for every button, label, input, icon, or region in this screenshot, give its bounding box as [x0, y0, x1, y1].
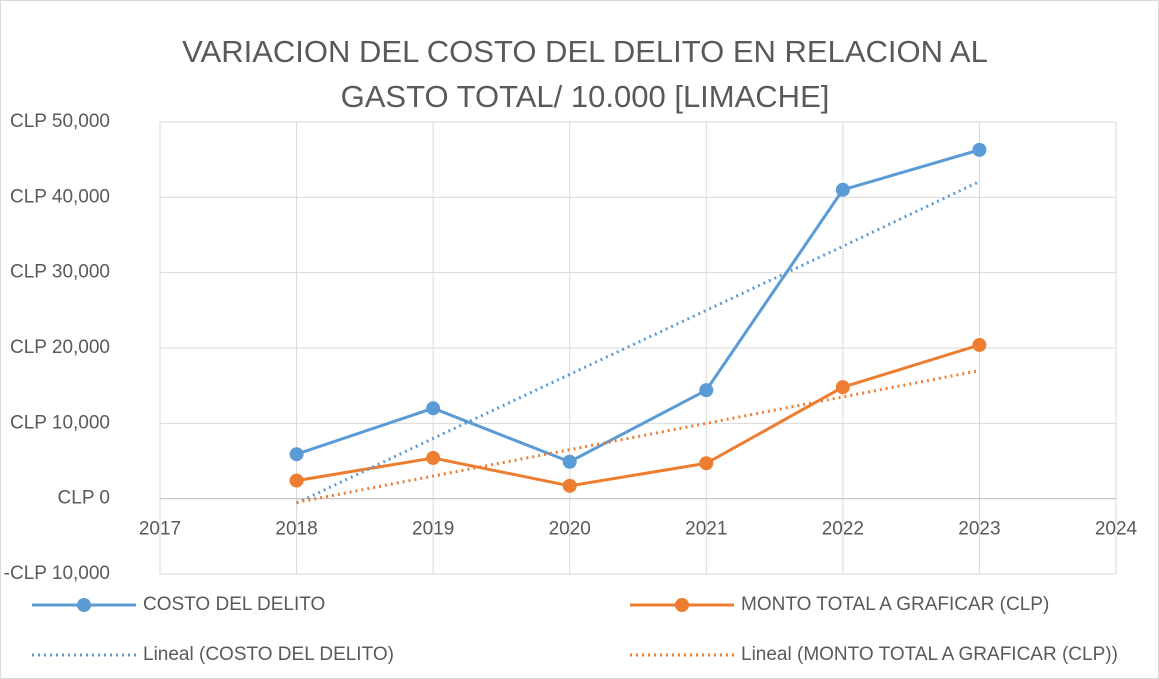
- y-tick-label: -CLP 10,000: [4, 563, 110, 584]
- data-point: [835, 380, 850, 395]
- data-point: [972, 337, 987, 352]
- x-tick-label: 2023: [958, 519, 1000, 540]
- data-point: [562, 454, 577, 469]
- data-point: [289, 447, 304, 462]
- x-tick-label: 2020: [549, 519, 591, 540]
- data-point: [835, 182, 850, 197]
- data-point: [972, 142, 987, 157]
- y-tick-label: CLP 50,000: [10, 111, 110, 132]
- series-line: [296, 343, 980, 488]
- y-tick-label: CLP 30,000: [10, 262, 110, 283]
- x-tick-label: 2017: [139, 519, 181, 540]
- data-point: [699, 383, 714, 398]
- legend-label: Lineal (MONTO TOTAL A GRAFICAR (CLP)): [741, 644, 1118, 665]
- y-tick-label: CLP 0: [58, 488, 110, 509]
- data-point: [289, 473, 304, 488]
- legend-label: MONTO TOTAL A GRAFICAR (CLP): [741, 594, 1049, 615]
- x-tick-label: 2022: [822, 519, 864, 540]
- legend-label: COSTO DEL DELITO: [143, 594, 325, 615]
- legend-marker: [675, 598, 689, 612]
- x-tick-label: 2018: [275, 519, 317, 540]
- trend-line: [296, 369, 980, 504]
- x-tick-label: 2021: [685, 519, 727, 540]
- y-tick-label: CLP 40,000: [10, 186, 110, 207]
- series-line: [296, 148, 980, 464]
- y-tick-label: CLP 20,000: [10, 337, 110, 358]
- data-point: [426, 450, 441, 465]
- x-tick-label: 2019: [412, 519, 454, 540]
- y-tick-label: CLP 10,000: [10, 412, 110, 433]
- x-tick-label: 2024: [1095, 519, 1138, 540]
- data-point: [562, 478, 577, 493]
- legend-marker: [77, 598, 91, 612]
- legend-label: Lineal (COSTO DEL DELITO): [143, 644, 394, 665]
- data-point: [699, 456, 714, 471]
- data-point: [426, 401, 441, 416]
- chart-subtitle: GASTO TOTAL/ 10.000 [LIMACHE]: [341, 79, 830, 114]
- chart-title: VARIACION DEL COSTO DEL DELITO EN RELACI…: [182, 34, 988, 69]
